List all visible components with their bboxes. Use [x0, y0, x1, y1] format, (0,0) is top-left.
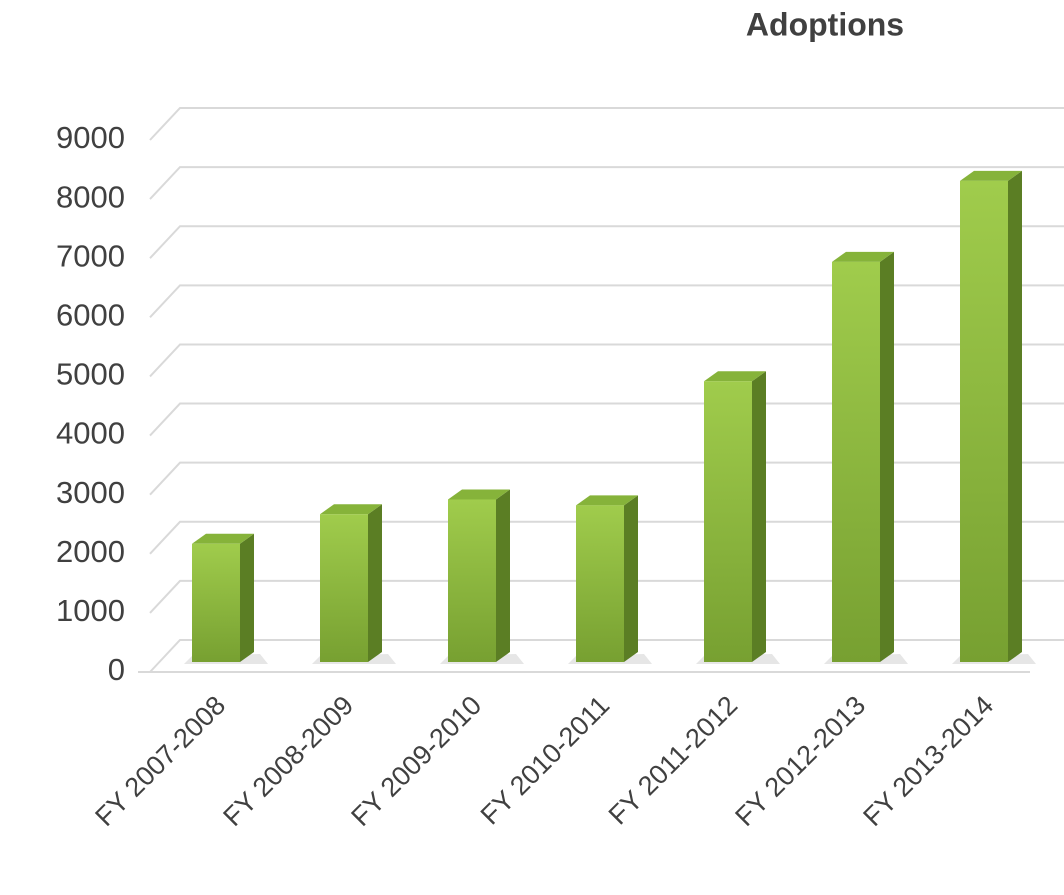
y-tick-label: 9000 — [56, 120, 125, 155]
bar — [696, 371, 780, 664]
grid-line — [149, 343, 1064, 378]
bar-side — [368, 504, 382, 662]
y-tick-label: 5000 — [56, 357, 125, 392]
bar — [568, 495, 652, 664]
bar-top — [448, 489, 510, 500]
y-tick-label: 0 — [108, 652, 125, 687]
bar-top — [704, 371, 766, 382]
chart-title: Adoptions — [746, 6, 904, 42]
x-tick-label: FY 2007-2008 — [89, 690, 231, 832]
bar — [440, 489, 524, 664]
bar-front — [832, 261, 880, 662]
x-tick-label: FY 2012-2013 — [729, 690, 871, 832]
y-tick-label: 4000 — [56, 416, 125, 451]
bar-front — [960, 180, 1008, 662]
bar — [312, 504, 396, 664]
bar-front — [192, 543, 240, 662]
y-tick-label: 7000 — [56, 238, 125, 273]
bar-top — [960, 170, 1022, 181]
grid-line — [149, 579, 1064, 614]
bar-top — [320, 504, 382, 515]
bar — [824, 251, 908, 664]
bar-top — [576, 495, 638, 506]
bar-front — [320, 514, 368, 662]
grid-line — [149, 461, 1064, 496]
bar-front — [704, 381, 752, 662]
bar-side — [1008, 170, 1022, 662]
grid-line — [149, 225, 1064, 259]
y-tick-label: 2000 — [56, 534, 125, 569]
y-tick-label: 8000 — [56, 179, 125, 214]
x-tick-label: FY 2011-2012 — [603, 690, 743, 830]
y-tick-label: 6000 — [56, 298, 125, 333]
bar-front — [576, 505, 624, 662]
x-tick-label: FY 2008-2009 — [217, 690, 359, 832]
grid-line — [149, 639, 1064, 673]
x-tick-label: FY 2013-2014 — [857, 690, 999, 832]
bar-top — [832, 251, 894, 262]
bar — [952, 170, 1036, 664]
grid-line — [149, 107, 1064, 141]
x-tick-label: FY 2009-2010 — [345, 690, 487, 832]
bar-front — [448, 499, 496, 662]
y-tick-label: 3000 — [56, 475, 125, 510]
bar — [184, 533, 268, 664]
bar-side — [880, 251, 894, 662]
x-tick-label: FY 2010-2011 — [475, 690, 615, 830]
bar-side — [752, 371, 766, 662]
grid-line — [149, 520, 1064, 555]
bar-side — [240, 533, 254, 662]
bar-top — [192, 533, 254, 544]
grid-line — [149, 402, 1064, 437]
y-tick-label: 1000 — [56, 593, 125, 628]
grid-line — [149, 166, 1064, 200]
bar-side — [624, 495, 638, 662]
bar-side — [496, 489, 510, 662]
grid-line — [149, 284, 1064, 319]
